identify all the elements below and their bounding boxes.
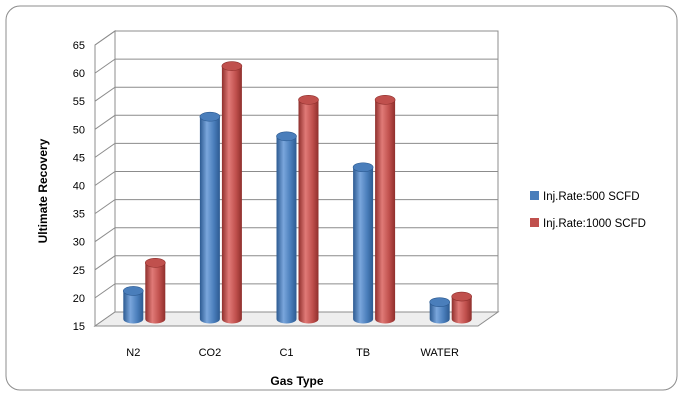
gridline [94,30,498,46]
legend-swatch [530,218,539,227]
y-tick-label: 25 [73,265,85,277]
x-tick-label: C1 [279,347,293,359]
x-tick-label: WATER [420,347,459,359]
bar [276,136,297,324]
bar-top [123,286,144,296]
bar-top [352,162,374,173]
y-axis-label: Ultimate Recovery [36,138,50,243]
bar-top [221,61,243,71]
bar-top [276,131,297,142]
y-tick-label: 30 [73,237,85,249]
gridline [94,114,498,130]
x-tick-label: CO2 [199,347,222,359]
bar [199,116,220,324]
gridline [94,58,498,74]
y-tick-label: 55 [73,96,85,108]
y-tick-label: 65 [73,40,85,52]
x-tick-label: TB [356,347,370,359]
y-tick-label: 60 [73,68,85,80]
x-tick-label: N2 [126,347,140,359]
bar-top [451,291,473,302]
y-tick-label: 20 [73,293,85,305]
bar [221,66,242,324]
y-tick-label: 50 [73,124,85,136]
legend-swatch [530,191,539,200]
y-tick-label: 15 [73,321,85,333]
legend-label: Inj.Rate:500 SCFD [543,191,640,203]
gridline [94,86,498,102]
bar-top [145,257,166,268]
bar [123,290,144,324]
bar-top [298,95,319,105]
bar [145,262,166,324]
legend: Inj.Rate:500 SCFD Inj.Rate:1000 SCFD [530,191,646,230]
y-tick-label: 45 [73,152,85,164]
y-tick-labels: 15 20 25 30 35 40 45 50 55 60 65 [73,40,85,333]
x-axis-label: Gas Type [270,374,323,388]
bars [123,61,473,324]
y-tick-label: 40 [73,181,85,193]
y-tick-label: 35 [73,209,85,221]
bar [353,167,374,324]
bar [451,296,472,324]
bar [298,99,319,324]
x-tick-labels: N2 CO2 C1 TB WATER [126,347,459,359]
bar [429,302,450,324]
bar-top [374,95,396,105]
bar-top [199,111,221,122]
bar-top [429,297,451,307]
legend-label: Inj.Rate:1000 SCFD [543,218,646,230]
bar [375,99,396,324]
gridline [94,142,498,158]
